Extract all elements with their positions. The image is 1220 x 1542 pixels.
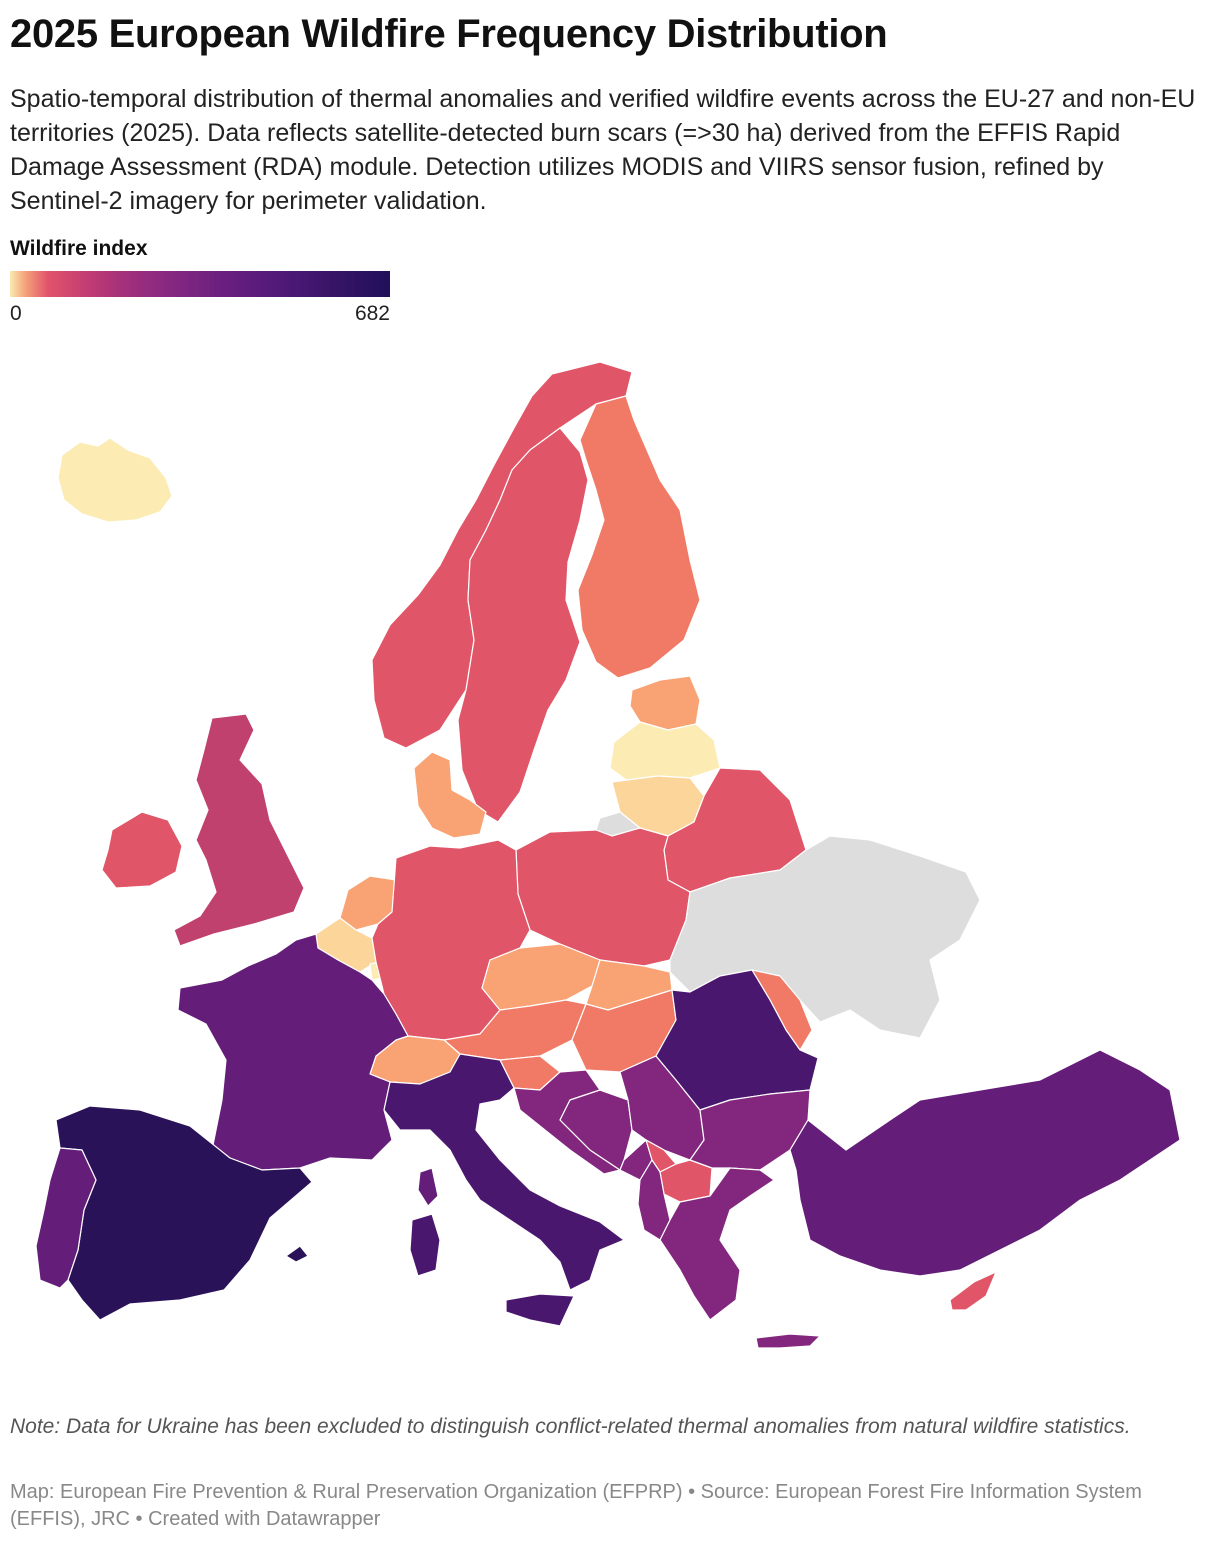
region-iceland[interactable] [57,437,173,523]
region-portugal[interactable] [35,1147,97,1289]
region-balearics[interactable] [285,1245,309,1263]
legend-max-label: 682 [354,302,390,325]
region-united-kingdom[interactable] [173,713,305,947]
legend-min-label: 0 [10,302,22,325]
region-norway[interactable] [371,361,633,749]
region-north-macedonia[interactable] [659,1159,713,1203]
region-sicily[interactable] [505,1293,575,1327]
page-subtitle: Spatio-temporal distribution of thermal … [10,85,1196,215]
region-latvia[interactable] [609,721,721,781]
region-greece[interactable] [659,1167,775,1321]
region-romania[interactable] [655,969,819,1111]
region-sardinia[interactable] [409,1213,441,1277]
region-ireland[interactable] [101,811,183,889]
region-italy[interactable] [383,1053,625,1291]
region-sweden[interactable] [457,427,589,823]
region-turkey[interactable] [789,1049,1181,1277]
region-denmark[interactable] [413,751,487,839]
footnote: Note: Data for Ukraine has been excluded… [10,1415,1131,1438]
source-credit: Map: European Fire Prevention & Rural Pr… [10,1481,1142,1530]
europe-map [35,361,1181,1349]
region-czechia[interactable] [481,943,601,1011]
region-crete[interactable] [755,1333,821,1349]
region-corsica[interactable] [417,1167,439,1207]
region-france[interactable] [177,933,409,1171]
legend-color-scale [10,271,390,297]
legend-title: Wildfire index [10,237,148,260]
region-cyprus[interactable] [949,1271,997,1311]
page-title: 2025 European Wildfire Frequency Distrib… [10,12,888,56]
region-finland[interactable] [577,395,701,679]
region-bulgaria[interactable] [689,1089,811,1171]
